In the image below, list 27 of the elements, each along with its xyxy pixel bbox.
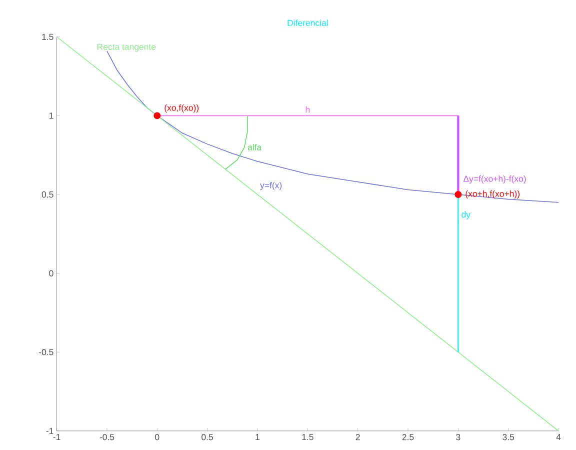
y-tick-label: -1: [46, 428, 54, 434]
y-tick-label: 1: [49, 112, 54, 119]
y-tick-label: 1.5: [42, 34, 54, 40]
x-tick-label: 1: [256, 434, 260, 440]
x-tick-label: 1.5: [302, 434, 314, 440]
x-tick-label: 0: [155, 434, 160, 440]
line-series: [224, 115, 248, 170]
data-label: (xo,f(xo)): [164, 104, 199, 112]
series-label: Δy=f(xo+h)-f(xo): [463, 175, 526, 184]
x-tick-label: 2.5: [402, 434, 414, 440]
y-tick-label: 0.5: [42, 191, 54, 198]
chart-title: Diferencial: [288, 19, 328, 26]
x-tick-label: 3: [456, 434, 460, 440]
series-label: y=f(x): [260, 182, 282, 190]
y-tick-label: -0.5: [39, 348, 54, 356]
x-tick-label: -1: [53, 434, 60, 440]
y-tick-label: 0: [49, 270, 54, 276]
series-label: h: [306, 106, 310, 112]
data-label: (xo+h,f(xo+h)): [466, 190, 520, 198]
series-label: Recta tangente: [97, 44, 156, 52]
series-label: alfa: [248, 144, 262, 150]
series-label: dy: [462, 211, 470, 220]
x-tick-label: 2: [356, 434, 360, 440]
x-tick-label: 0.5: [202, 434, 214, 440]
x-tick-label: 3.5: [502, 434, 514, 440]
x-tick-label: -0.5: [100, 434, 114, 440]
x-tick-label: 4: [556, 434, 561, 440]
